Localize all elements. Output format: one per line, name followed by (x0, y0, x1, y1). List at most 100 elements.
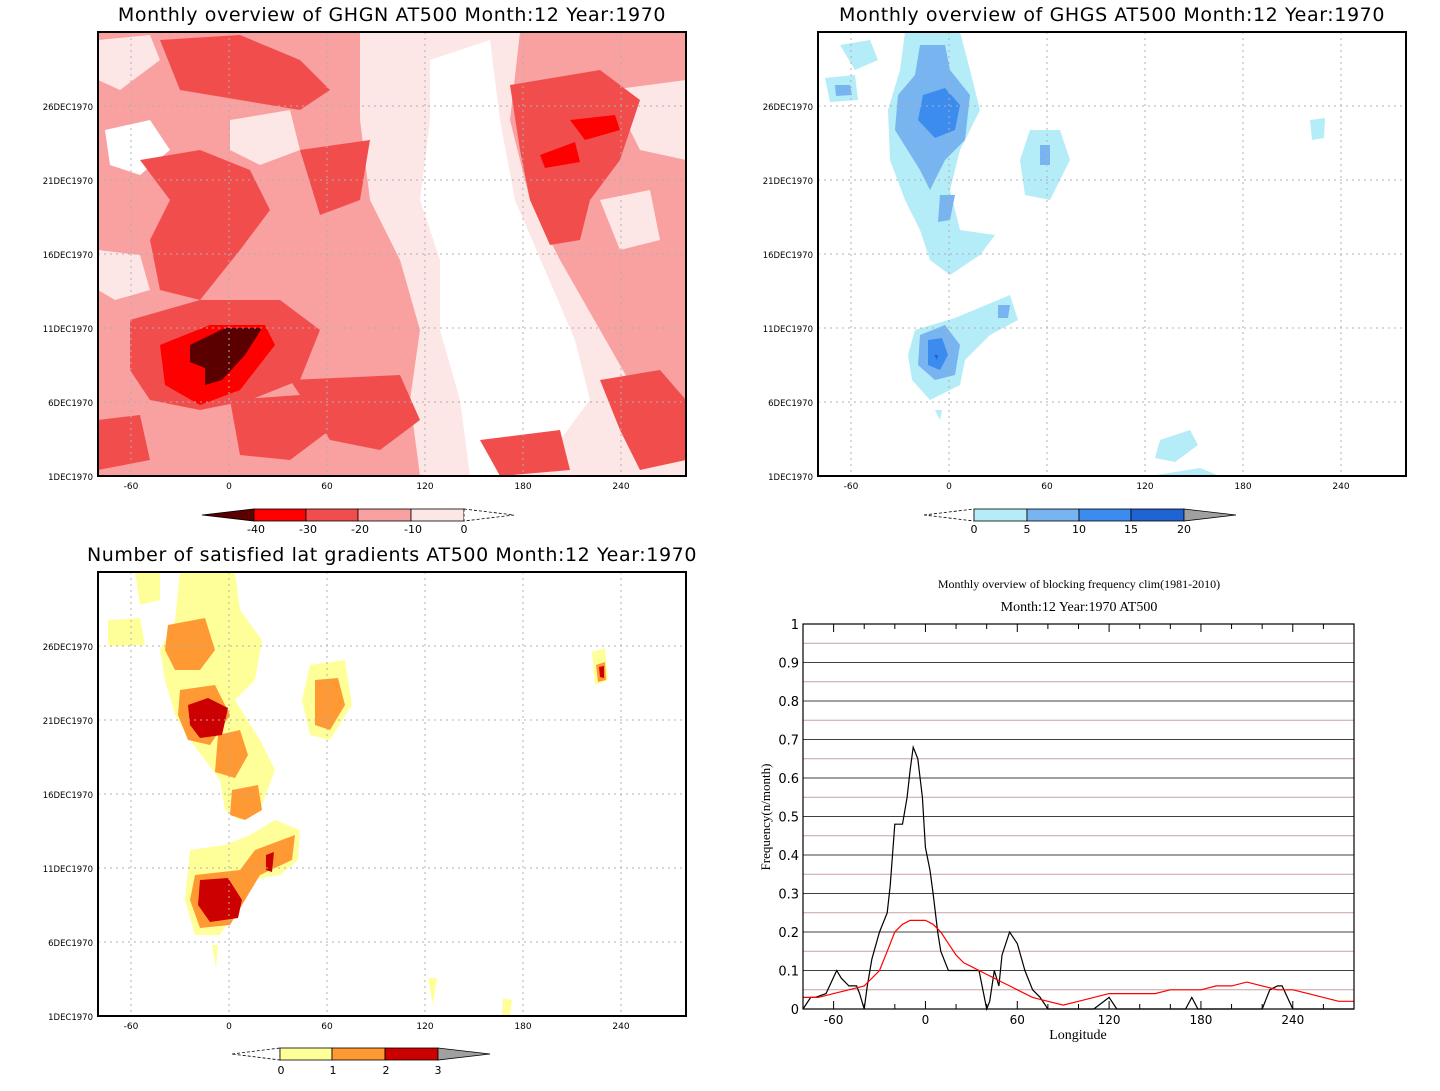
freq-gridlines (803, 623, 1354, 1010)
latgrad-gridlines (98, 572, 686, 1016)
latgrad-ytick: 26DEC1970 (43, 643, 93, 653)
ghgn-colorbar-left-arrow (201, 508, 255, 522)
latgrad-colorbar-label: 2 (383, 1064, 390, 1077)
ghgn-frame (97, 31, 687, 477)
ghgn-colorbar-label: -40 (247, 523, 265, 536)
latgrad-panel: Number of satisfied lat gradients AT500 … (43, 544, 697, 1077)
ghgs-xtick: 120 (1136, 482, 1153, 492)
ghgs-colorbar-swatch (973, 508, 1028, 522)
freq-xtick-label: 60 (1010, 1013, 1025, 1027)
ghgs-colorbar-label: 10 (1072, 523, 1086, 536)
latgrad-ytick: 11DEC1970 (43, 865, 93, 875)
freq-series (802, 744, 1354, 1012)
freq-ytick-label: 0.6 (778, 772, 799, 787)
ghgs-ytick: 26DEC1970 (763, 103, 813, 113)
latgrad-colorbar-swatch (331, 1047, 386, 1061)
ghgn-colorbar-swatch (410, 508, 465, 522)
freq-ytick-label: 0.7 (778, 734, 799, 749)
ghgn-colorbar-swatch (305, 508, 359, 522)
latgrad-title: Number of satisfied lat gradients AT500 … (87, 544, 697, 566)
ghgn-colorbar-label: -30 (299, 523, 317, 536)
ghgs-colorbar-left-arrow (923, 508, 975, 522)
ghgs-gridlines (818, 32, 1406, 476)
freq-ytick-label: 0.9 (778, 657, 799, 672)
latgrad-frame (97, 571, 687, 1017)
ghgs-xtick: 180 (1234, 482, 1251, 492)
ghgn-colorbar-right-arrow (463, 508, 515, 522)
latgrad-ytick: 16DEC1970 (43, 791, 93, 801)
ghgs-ytick: 21DEC1970 (763, 177, 813, 187)
ghgs-ytick: 6DEC1970 (768, 399, 813, 409)
latgrad-xtick: 60 (321, 1022, 333, 1032)
freq-series-line-black (802, 744, 1354, 1012)
freq-subtitle: Month:12 Year:1970 AT500 (1001, 600, 1158, 615)
freq-ytick-label: 1 (791, 618, 799, 633)
ghgs-ytick: 16DEC1970 (763, 251, 813, 261)
latgrad-ytick: 6DEC1970 (48, 939, 93, 949)
ghgs-xtick: 60 (1041, 482, 1053, 492)
freq-title: Monthly overview of blocking frequency c… (938, 577, 1220, 591)
ghgn-ytick: 16DEC1970 (43, 251, 93, 261)
ghgs-colorbar-swatch (1078, 508, 1132, 522)
ghgs-ytick: 11DEC1970 (763, 325, 813, 335)
ghgn-xtick: 60 (321, 482, 333, 492)
ghgn-ytick: 11DEC1970 (43, 325, 93, 335)
ghgn-colorbar-label: -10 (404, 523, 422, 536)
ghgn-panel: Monthly overview of GHGN AT500 Month:12 … (43, 4, 687, 536)
freq-ticks (833, 624, 1324, 1009)
ghgn-ytick: 6DEC1970 (48, 399, 93, 409)
freq-ytick-label: 0.4 (778, 849, 799, 864)
ghgs-xtick: 240 (1332, 482, 1349, 492)
latgrad-ytick: 21DEC1970 (43, 717, 93, 727)
freq-ytick-label: 0.5 (778, 811, 799, 826)
ghgn-xtick: -60 (124, 482, 139, 492)
ghgs-xtick: -60 (844, 482, 859, 492)
freq-xtick-label: 240 (1281, 1013, 1304, 1027)
ghgs-colorbar-swatch (1026, 508, 1080, 522)
latgrad-xtick: 120 (416, 1022, 433, 1032)
freq-panel: Monthly overview of blocking frequency c… (758, 577, 1355, 1043)
ghgn-colorbar-label: 0 (461, 523, 468, 536)
freq-ylabel: Frequency(n/month) (758, 764, 773, 871)
ghgn-colorbar: -40 -30 -20 -10 0 (201, 508, 515, 536)
latgrad-ytick: 1DEC1970 (48, 1013, 93, 1023)
ghgs-xtick: 0 (946, 482, 952, 492)
freq-xtick-label: 180 (1189, 1013, 1212, 1027)
ghgn-colorbar-label: -20 (351, 523, 369, 536)
freq-xtick-label: -60 (824, 1013, 844, 1027)
ghgs-colorbar-label: 20 (1177, 523, 1191, 536)
freq-ytick-label: 0 (791, 1003, 799, 1018)
latgrad-colorbar-label: 0 (278, 1064, 285, 1077)
latgrad-colorbar-label: 3 (435, 1064, 442, 1077)
latgrad-colorbar-swatch (279, 1047, 333, 1061)
ghgn-xtick: 180 (514, 482, 531, 492)
ghgs-panel: Monthly overview of GHGS AT500 Month:12 … (763, 4, 1407, 536)
freq-ytick-label: 0.2 (778, 926, 799, 941)
ghgn-ytick: 26DEC1970 (43, 103, 93, 113)
latgrad-xtick: -60 (124, 1022, 139, 1032)
ghgn-ytick: 1DEC1970 (48, 473, 93, 483)
ghgs-colorbar-right-arrow (1183, 508, 1237, 522)
ghgs-colorbar-label: 0 (971, 523, 978, 536)
ghgn-xtick: 240 (612, 482, 629, 492)
ghgs-ytick: 1DEC1970 (768, 473, 813, 483)
latgrad-colorbar: 0 1 2 3 (231, 1047, 491, 1077)
ghgs-frame (817, 31, 1407, 477)
ghgs-colorbar-label: 5 (1024, 523, 1031, 536)
freq-xticklabels: -60 0 60 120 180 240 (824, 1013, 1304, 1027)
latgrad-colorbar-left-arrow (231, 1047, 281, 1061)
ghgn-xtick: 0 (226, 482, 232, 492)
freq-ytick-label: 0.1 (778, 965, 799, 980)
ghgn-xtick: 120 (416, 482, 433, 492)
freq-ytick-label: 0.8 (778, 695, 799, 710)
ghgs-colorbar-swatch (1130, 508, 1185, 522)
ghgn-colorbar-swatch (253, 508, 307, 522)
freq-xlabel: Longitude (1049, 1028, 1107, 1043)
ghgn-ytick: 21DEC1970 (43, 177, 93, 187)
freq-ytick-label: 0.3 (778, 888, 799, 903)
ghgn-title: Monthly overview of GHGN AT500 Month:12 … (118, 4, 666, 26)
latgrad-colorbar-right-arrow (437, 1047, 491, 1061)
freq-xtick-label: 0 (922, 1013, 930, 1027)
latgrad-xtick: 0 (226, 1022, 232, 1032)
ghgn-colorbar-swatch (357, 508, 412, 522)
